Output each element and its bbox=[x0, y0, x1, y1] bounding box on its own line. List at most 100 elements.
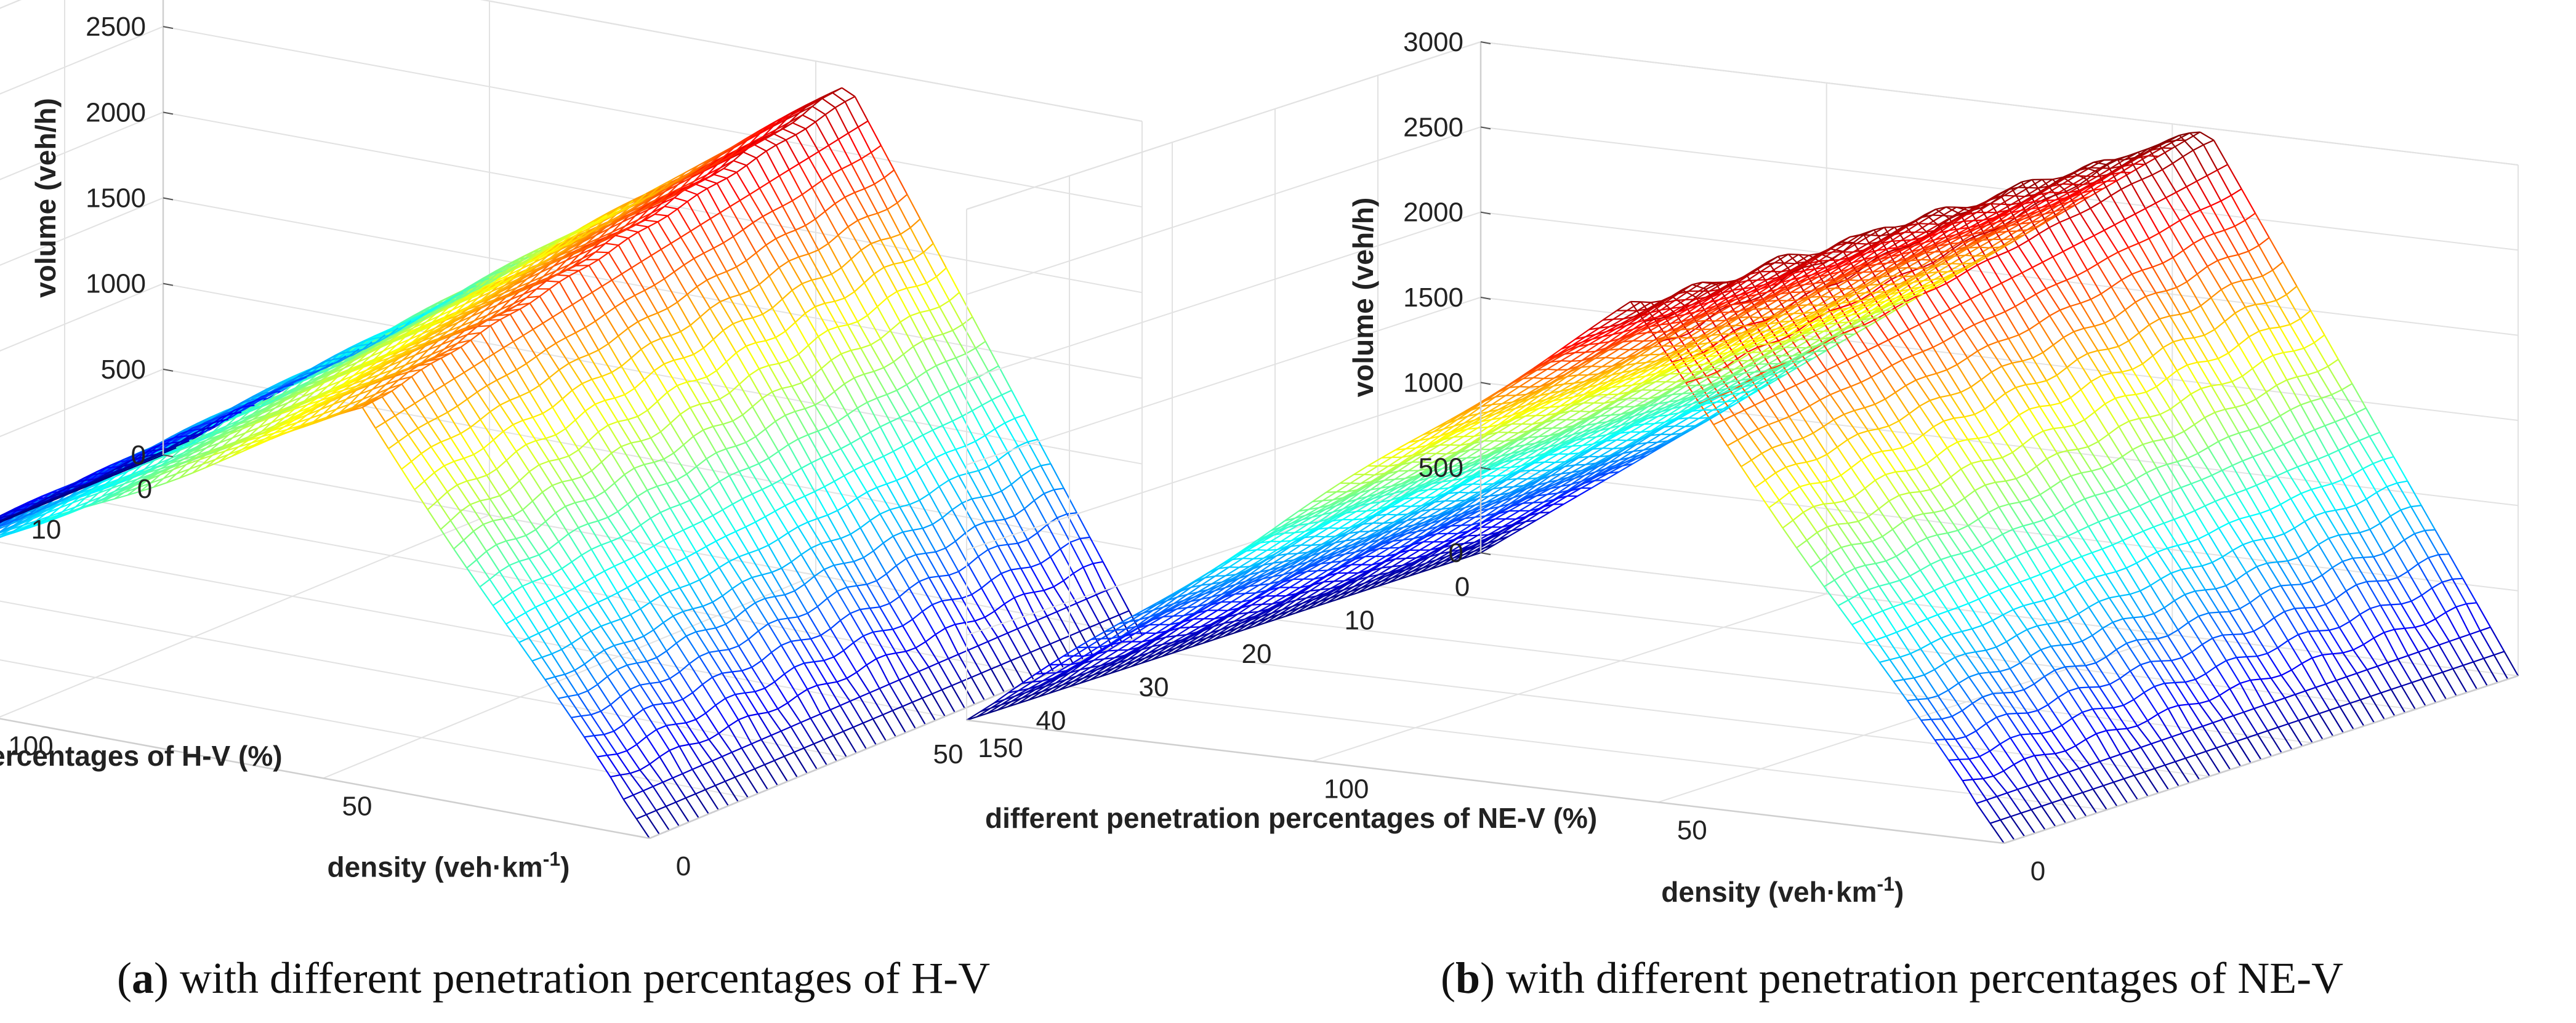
mesh-segment bbox=[369, 350, 384, 358]
mesh-segment bbox=[820, 709, 831, 715]
mesh-segment bbox=[820, 457, 835, 482]
mesh-segment bbox=[877, 393, 887, 399]
mesh-segment bbox=[484, 304, 498, 311]
mesh-segment bbox=[749, 194, 763, 217]
mesh-segment bbox=[805, 225, 819, 251]
mesh-segment bbox=[784, 500, 795, 507]
mesh-segment bbox=[521, 585, 536, 608]
mesh-segment bbox=[532, 329, 547, 350]
mesh-segment bbox=[590, 548, 605, 572]
mesh-segment bbox=[896, 475, 907, 481]
mesh-segment bbox=[975, 435, 986, 442]
mesh-segment bbox=[929, 310, 944, 335]
mesh-segment bbox=[627, 238, 642, 262]
mesh-segment bbox=[820, 635, 835, 657]
mesh-segment bbox=[735, 694, 749, 716]
mesh-segment bbox=[854, 188, 865, 193]
mesh-segment bbox=[817, 430, 832, 454]
mesh-segment bbox=[1027, 532, 1038, 540]
mesh-segment bbox=[893, 261, 904, 265]
mesh-segment bbox=[617, 421, 632, 444]
mesh-segment bbox=[781, 568, 795, 592]
mesh-segment bbox=[552, 316, 566, 339]
mesh-segment bbox=[595, 321, 610, 345]
mesh-segment bbox=[867, 212, 878, 217]
mesh-segment bbox=[562, 303, 573, 311]
mesh-segment bbox=[866, 491, 881, 515]
mesh-segment bbox=[802, 279, 812, 284]
mesh-segment bbox=[948, 475, 959, 481]
mesh-segment bbox=[758, 463, 773, 486]
mesh-segment bbox=[667, 308, 682, 332]
mesh-segment bbox=[787, 617, 802, 641]
mesh-segment bbox=[522, 500, 533, 511]
mesh-segment bbox=[742, 414, 757, 437]
mesh-segment bbox=[715, 627, 730, 650]
mesh-segment bbox=[699, 573, 710, 581]
mesh-segment bbox=[1034, 492, 1045, 501]
mesh-segment bbox=[850, 443, 864, 466]
mesh-segment bbox=[627, 581, 638, 588]
mesh-segment bbox=[627, 419, 642, 442]
mesh-segment bbox=[1014, 414, 1025, 419]
mesh-segment bbox=[685, 722, 700, 744]
mesh-segment bbox=[829, 709, 844, 732]
mesh-segment bbox=[844, 191, 855, 198]
mesh-segment bbox=[643, 462, 654, 465]
mesh-segment bbox=[473, 531, 488, 552]
mesh-segment bbox=[506, 369, 517, 376]
mesh-segment bbox=[922, 340, 937, 366]
mesh-segment bbox=[827, 590, 838, 599]
mesh-segment bbox=[696, 376, 707, 381]
mesh-segment bbox=[669, 507, 684, 531]
mesh-segment bbox=[909, 670, 920, 676]
mesh-segment bbox=[608, 343, 622, 367]
mesh-segment bbox=[936, 267, 947, 278]
mesh-segment bbox=[903, 353, 917, 379]
mesh-segment bbox=[892, 710, 906, 733]
mesh-segment bbox=[764, 760, 775, 766]
mesh-segment bbox=[585, 320, 596, 328]
mesh-segment bbox=[818, 243, 829, 251]
mesh-segment bbox=[677, 381, 688, 387]
mesh-segment bbox=[793, 752, 808, 774]
mesh-segment bbox=[902, 619, 913, 627]
mesh-segment bbox=[808, 430, 818, 436]
mesh-segment bbox=[869, 608, 884, 632]
mesh-segment bbox=[656, 571, 671, 592]
mesh-segment bbox=[794, 584, 805, 592]
mesh-segment bbox=[791, 290, 806, 314]
mesh-segment bbox=[722, 671, 733, 674]
mesh-segment bbox=[804, 661, 815, 664]
mesh-segment bbox=[712, 676, 727, 699]
mesh-segment bbox=[768, 545, 783, 569]
mesh-segment bbox=[749, 187, 760, 195]
mesh-segment bbox=[662, 777, 674, 783]
mesh-segment bbox=[800, 640, 815, 662]
mesh-segment bbox=[994, 422, 1005, 430]
mesh-segment bbox=[831, 359, 845, 385]
mesh-segment bbox=[619, 774, 634, 796]
mesh-segment bbox=[991, 572, 1002, 581]
mesh-segment bbox=[892, 628, 907, 652]
mesh-segment bbox=[1007, 632, 1021, 657]
mesh-segment bbox=[709, 301, 721, 309]
mesh-segment bbox=[794, 667, 808, 690]
mesh-segment bbox=[702, 760, 713, 766]
mesh-segment bbox=[890, 321, 901, 331]
mesh-segment bbox=[889, 679, 900, 685]
mesh-segment bbox=[774, 755, 785, 761]
mesh-segment bbox=[561, 310, 576, 334]
mesh-segment bbox=[928, 576, 940, 579]
mesh-segment bbox=[1000, 573, 1015, 598]
mesh-segment bbox=[616, 750, 627, 755]
mesh-segment bbox=[709, 574, 723, 596]
mesh-segment bbox=[864, 188, 879, 214]
mesh-segment bbox=[712, 756, 723, 762]
mesh-segment bbox=[795, 134, 810, 158]
mesh-segment bbox=[843, 383, 858, 409]
mesh-segment bbox=[674, 264, 685, 273]
mesh-segment bbox=[893, 263, 908, 289]
mesh-segment bbox=[670, 503, 680, 509]
mesh-segment bbox=[938, 576, 953, 600]
